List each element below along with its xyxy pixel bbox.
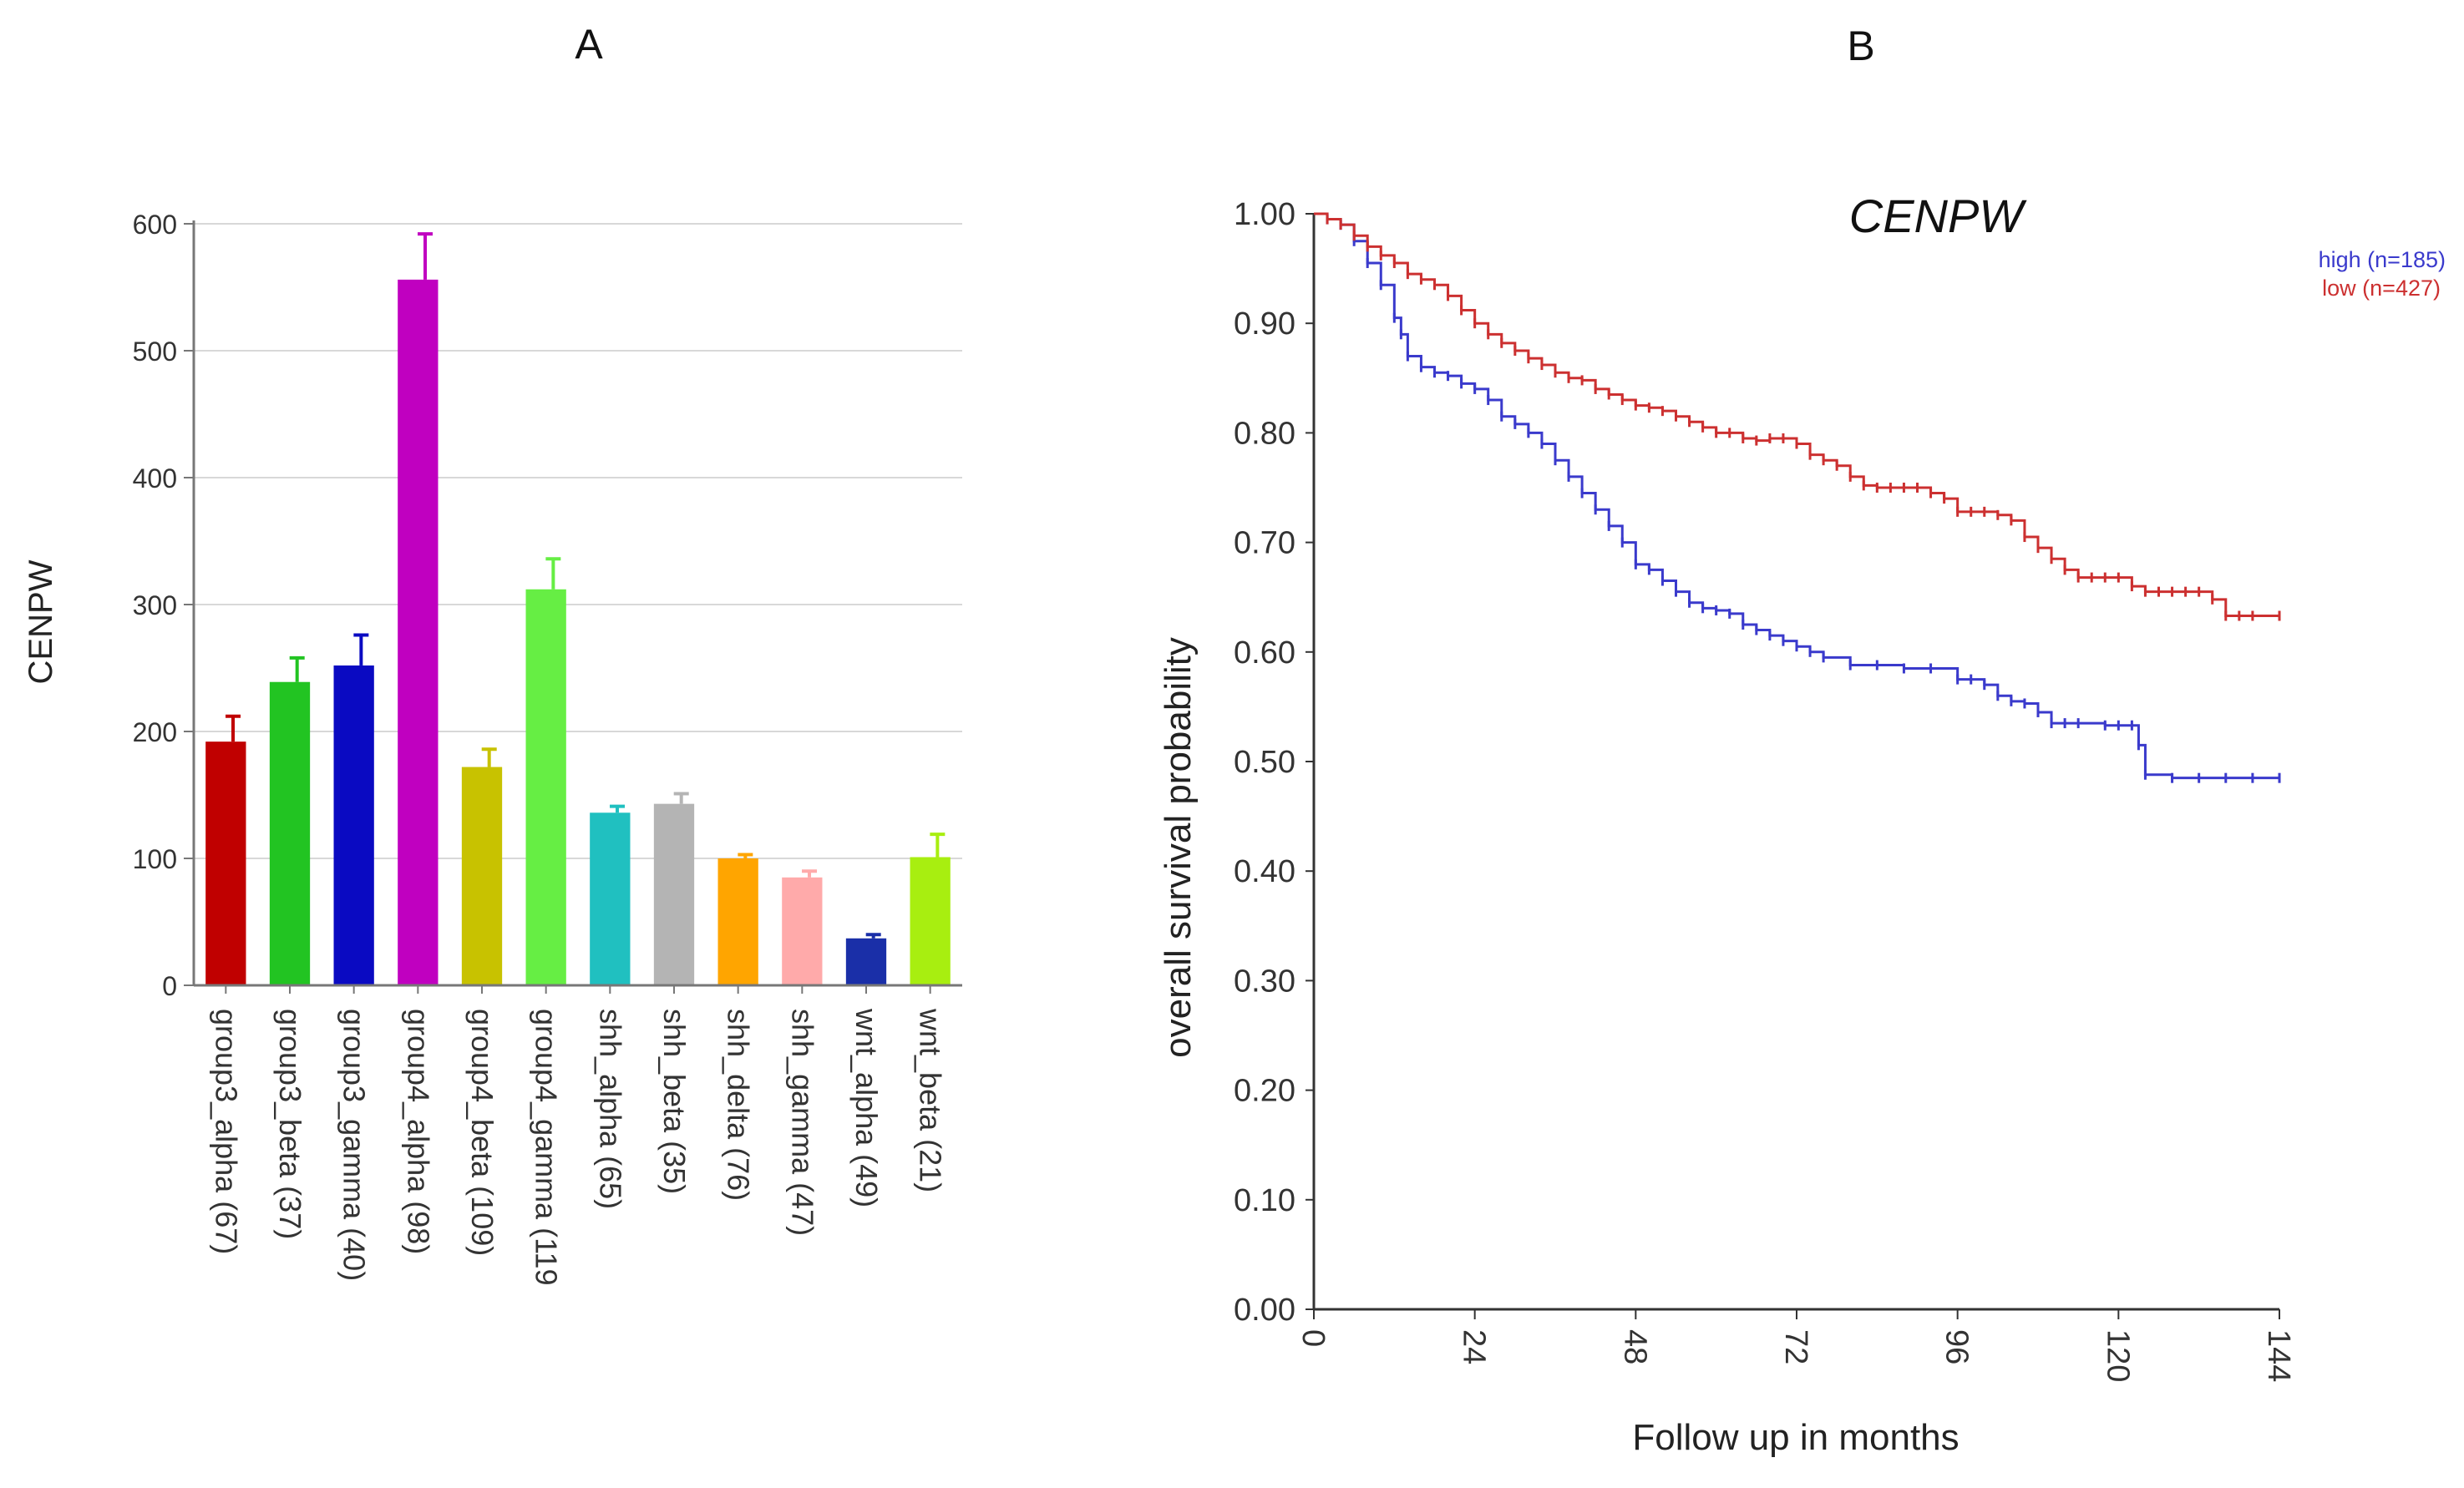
bar: [845, 938, 887, 985]
survival-curve-low: [1314, 212, 2279, 618]
panel-label-a: A: [575, 21, 603, 68]
bar: [653, 803, 695, 985]
bar: [525, 589, 566, 985]
bar-chart-error-bars: [226, 232, 946, 939]
bar: [590, 812, 631, 985]
y-tick-label: 0.50: [1234, 745, 1295, 780]
y-tick-label: 500: [133, 337, 177, 367]
bar-chart-bars: [205, 279, 951, 985]
x-tick-label: group4_gamma (119: [530, 1009, 564, 1286]
y-tick-label: 0.00: [1234, 1293, 1295, 1328]
bar-chart-gridlines: [194, 223, 962, 859]
bar: [333, 665, 374, 985]
survival-chart-x-ticks: 0 24 48 72 96 120 144: [1295, 1309, 2296, 1382]
x-tick-label: group4_beta (109): [465, 1009, 499, 1256]
x-tick-label: 120: [2100, 1329, 2135, 1382]
x-tick-label: shh_beta (35): [657, 1009, 692, 1194]
x-tick-label: group3_beta (37): [273, 1009, 307, 1239]
bar: [717, 858, 758, 985]
survival-curve-high: [1314, 212, 2279, 780]
x-tick-label: wnt_alpha (49): [849, 1008, 884, 1207]
y-tick-label: 0: [162, 971, 177, 1001]
panel-label-b: B: [1847, 23, 1874, 69]
legend-entry-high: high (n=185): [2319, 247, 2446, 272]
y-tick-label: 1.00: [1234, 197, 1295, 232]
y-tick-label: 0.60: [1234, 635, 1295, 671]
y-tick-label: 0.70: [1234, 526, 1295, 561]
y-tick-label: 100: [133, 844, 177, 874]
survival-chart-y-axis-title: overall survival probability: [1158, 637, 1199, 1058]
bar: [205, 741, 246, 985]
bar: [398, 279, 439, 985]
survival-chart-series: [1314, 212, 2281, 783]
survival-chart: CENPW 0.000.100.200.300.400.500.600.700.…: [1158, 190, 2446, 1458]
bar: [782, 877, 823, 985]
x-tick-label: group3_gamma (40): [337, 1009, 372, 1281]
x-tick-label: group4_alpha (98): [401, 1009, 435, 1254]
y-tick-label: 0.30: [1234, 964, 1295, 999]
y-tick-label: 200: [133, 717, 177, 747]
bar-chart-y-axis-title: CENPW: [23, 559, 59, 684]
x-tick-label: 72: [1778, 1329, 1813, 1364]
bar: [910, 857, 951, 985]
bar-chart-x-labels: group3_alpha (67) group3_beta (37) group3_…: [209, 985, 948, 1286]
x-tick-label: wnt_beta (21): [914, 1008, 948, 1192]
y-tick-label: 0.80: [1234, 416, 1295, 451]
bar: [269, 681, 311, 985]
y-tick-label: 0.20: [1234, 1074, 1295, 1109]
bar-chart-y-ticks: 0 100 200 300 400 500 600: [133, 210, 194, 1001]
bar-chart: 0 100 200 300 400 500 600 CENPW group3_alpha (…: [23, 210, 962, 1286]
x-tick-label: shh_delta (76): [722, 1009, 756, 1201]
y-tick-label: 0.10: [1234, 1183, 1295, 1218]
x-tick-label: 48: [1617, 1329, 1652, 1364]
legend-entry-low: low (n=427): [2322, 276, 2441, 301]
y-tick-label: 400: [133, 463, 177, 493]
survival-chart-title: CENPW: [1849, 190, 2028, 242]
x-tick-label: shh_gamma (47): [785, 1009, 819, 1236]
survival-chart-y-ticks: 0.00 0.10 0.20 0.30 0.40 0.50 0.60 0.70 0.80 0.90…: [1234, 197, 1314, 1328]
x-tick-label: shh_alpha (65): [593, 1009, 627, 1209]
x-tick-label: 24: [1457, 1329, 1492, 1364]
x-tick-label: 96: [1939, 1329, 1975, 1364]
y-tick-label: 600: [133, 210, 177, 240]
y-tick-label: 0.40: [1234, 854, 1295, 889]
x-tick-label: 144: [2261, 1329, 2296, 1382]
y-tick-label: 300: [133, 590, 177, 620]
survival-chart-x-axis-title: Follow up in months: [1632, 1417, 1959, 1458]
bar: [461, 767, 503, 985]
y-tick-label: 0.90: [1234, 306, 1295, 342]
x-tick-label: group3_alpha (67): [209, 1009, 243, 1254]
x-tick-label: 0: [1295, 1329, 1331, 1347]
